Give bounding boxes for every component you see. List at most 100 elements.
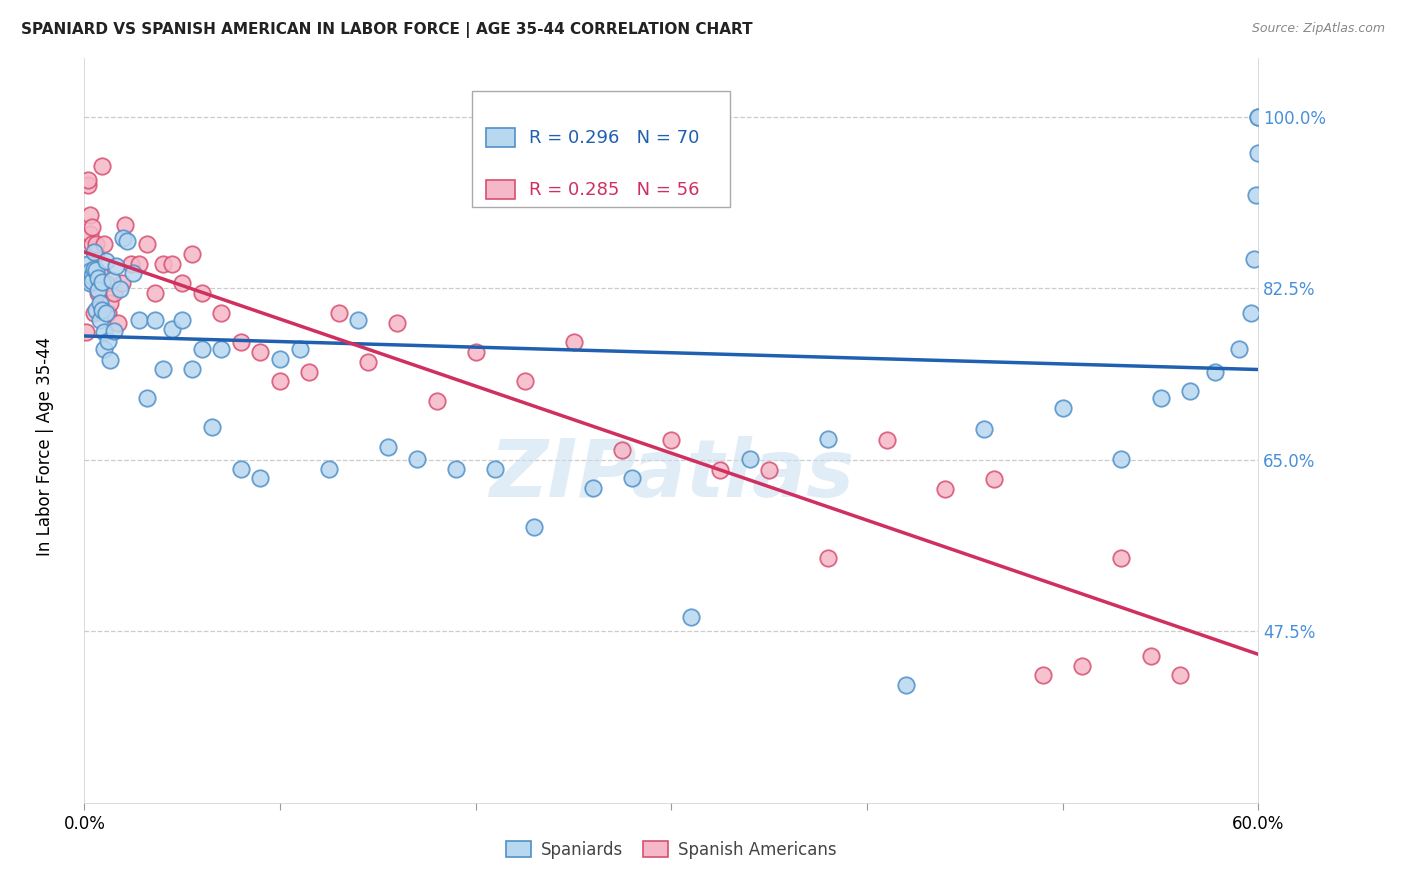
Point (114, 218, 136, 232)
Point (87, 283, 110, 297)
Point (582, 481, 605, 495)
Point (1246, 188, 1268, 202)
Point (82, 274, 104, 288)
Point (77, 173, 100, 187)
Point (357, 355, 380, 369)
Point (983, 472, 1005, 486)
Point (117, 234, 139, 248)
Point (200, 420, 222, 434)
Point (269, 351, 291, 366)
Legend: Spaniards, Spanish Americans: Spaniards, Spanish Americans (499, 834, 844, 865)
Point (79, 277, 101, 291)
Point (1149, 391, 1171, 405)
Point (82, 268, 104, 283)
Point (152, 361, 174, 376)
Point (562, 335, 585, 350)
Point (1032, 668, 1054, 682)
Point (94, 306, 117, 320)
Point (97, 334, 120, 349)
Point (77, 257, 100, 271)
Point (387, 316, 409, 330)
Point (406, 451, 429, 466)
Point (288, 342, 311, 356)
Point (83, 245, 105, 260)
Point (162, 257, 184, 271)
Point (107, 316, 129, 330)
Point (1178, 384, 1201, 399)
Point (82, 219, 104, 234)
Point (84, 302, 107, 317)
Point (75, 267, 97, 281)
Point (98, 296, 121, 310)
Point (103, 286, 125, 301)
Point (94, 253, 117, 268)
Point (269, 375, 291, 389)
Point (75, 326, 97, 340)
Point (758, 462, 780, 476)
Point (83, 306, 105, 320)
Point (98, 352, 121, 367)
Point (1052, 401, 1074, 415)
Point (934, 482, 956, 496)
Text: In Labor Force | Age 35-44: In Labor Force | Age 35-44 (37, 336, 53, 556)
FancyBboxPatch shape (486, 128, 515, 147)
Point (209, 306, 232, 320)
Point (79, 208, 101, 222)
Point (896, 678, 918, 692)
Point (82, 237, 104, 252)
FancyBboxPatch shape (472, 92, 730, 207)
Point (100, 273, 122, 287)
Point (1204, 365, 1226, 379)
Point (377, 440, 399, 454)
Point (523, 520, 546, 534)
Point (1247, 110, 1270, 124)
Point (77, 178, 100, 193)
Point (229, 461, 252, 475)
Point (104, 259, 127, 273)
Point (876, 433, 898, 447)
Point (84, 247, 107, 261)
Point (152, 257, 174, 271)
Point (817, 432, 839, 446)
Text: R = 0.296   N = 70: R = 0.296 N = 70 (529, 128, 700, 146)
Point (128, 257, 150, 271)
Point (91, 276, 114, 290)
Point (1239, 306, 1261, 320)
Point (817, 550, 839, 565)
Point (1227, 342, 1250, 356)
Point (84, 262, 107, 277)
Point (181, 361, 204, 376)
Point (93, 237, 115, 252)
Point (110, 277, 132, 291)
Point (93, 326, 115, 340)
Point (83, 277, 105, 291)
Point (347, 312, 370, 326)
Point (1111, 550, 1133, 565)
Point (209, 342, 232, 356)
Point (612, 442, 634, 457)
Point (661, 433, 683, 447)
Point (79, 227, 101, 242)
Point (1247, 146, 1270, 161)
Point (464, 345, 486, 359)
Point (679, 609, 702, 624)
Point (87, 286, 110, 301)
Point (249, 471, 271, 485)
Point (112, 231, 135, 245)
Text: SPANIARD VS SPANISH AMERICAN IN LABOR FORCE | AGE 35-44 CORRELATION CHART: SPANIARD VS SPANISH AMERICAN IN LABOR FO… (21, 22, 752, 38)
Point (1111, 451, 1133, 466)
Text: ZIPatlas: ZIPatlas (489, 436, 853, 514)
Point (229, 335, 252, 350)
Text: Source: ZipAtlas.com: Source: ZipAtlas.com (1251, 22, 1385, 36)
Point (83, 261, 105, 276)
Point (103, 325, 125, 339)
Point (444, 461, 467, 475)
Point (122, 266, 145, 280)
Point (1168, 668, 1191, 682)
Point (87, 270, 110, 285)
Point (621, 471, 644, 485)
Point (89, 267, 111, 281)
Point (84, 237, 107, 252)
FancyBboxPatch shape (486, 180, 515, 199)
Point (298, 365, 321, 379)
